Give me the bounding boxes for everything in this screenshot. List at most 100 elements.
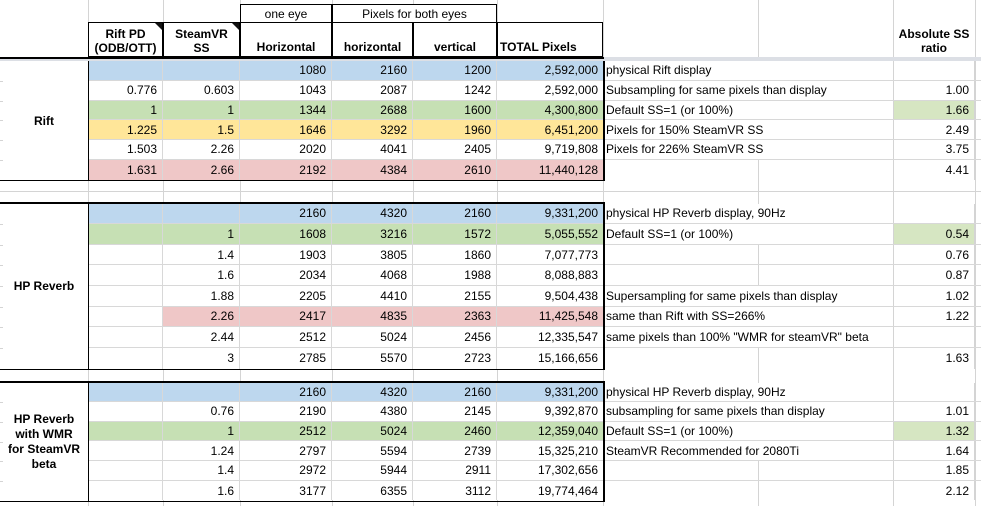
- cell-note[interactable]: [603, 244, 893, 265]
- cell-total[interactable]: 2,592,000: [497, 61, 603, 80]
- cell-vb[interactable]: 1572: [413, 224, 497, 244]
- cell-h1[interactable]: 2205: [240, 286, 332, 306]
- cell-note[interactable]: [603, 480, 893, 501]
- cell-total[interactable]: 11,440,128: [497, 159, 603, 180]
- cell-ss[interactable]: 1.24: [163, 441, 240, 461]
- cell-h1[interactable]: 3177: [240, 480, 332, 501]
- cell-vb[interactable]: 3112: [413, 480, 497, 501]
- cell-hb[interactable]: 5594: [332, 441, 413, 461]
- cell-pd[interactable]: [88, 461, 163, 480]
- cell-ss[interactable]: 1.6: [163, 480, 240, 501]
- cell-total[interactable]: 15,166,656: [497, 347, 603, 369]
- cell-total[interactable]: 9,392,870: [497, 402, 603, 421]
- cell-vb[interactable]: 2911: [413, 461, 497, 480]
- cell-total[interactable]: 6,451,200: [497, 120, 603, 139]
- cell-pd[interactable]: [88, 224, 163, 244]
- cell-ss[interactable]: 2.26: [163, 140, 240, 159]
- cell-hb[interactable]: 4320: [332, 203, 413, 224]
- cell-hb[interactable]: 4835: [332, 306, 413, 327]
- cell-pd[interactable]: [88, 61, 163, 80]
- cell-vb[interactable]: 2160: [413, 382, 497, 402]
- header-group-one-eye[interactable]: one eye: [240, 4, 332, 22]
- cell-vb[interactable]: 2460: [413, 421, 497, 441]
- cell-note[interactable]: Pixels for 150% SteamVR SS: [603, 120, 893, 139]
- cell-h1[interactable]: 2797: [240, 441, 332, 461]
- cell-ss[interactable]: 0.76: [163, 402, 240, 421]
- cell-hb[interactable]: 5570: [332, 347, 413, 369]
- cell-pd[interactable]: [88, 382, 163, 402]
- cell-ratio[interactable]: 1.64: [893, 441, 975, 461]
- cell-hb[interactable]: 5024: [332, 327, 413, 347]
- cell-total[interactable]: 7,077,773: [497, 244, 603, 265]
- cell-ss[interactable]: 2.66: [163, 159, 240, 180]
- cell-total[interactable]: 12,335,547: [497, 327, 603, 347]
- cell-hb[interactable]: 4384: [332, 159, 413, 180]
- cell-total[interactable]: 9,719,808: [497, 140, 603, 159]
- cell-hb[interactable]: 2688: [332, 100, 413, 120]
- cell-total[interactable]: 12,359,040: [497, 421, 603, 441]
- cell-pd[interactable]: [88, 480, 163, 501]
- cell-hb[interactable]: 3216: [332, 224, 413, 244]
- cell-ratio[interactable]: [893, 61, 975, 80]
- cell-h1[interactable]: 2034: [240, 265, 332, 285]
- cell-total[interactable]: 4,300,800: [497, 100, 603, 120]
- section-label[interactable]: Rift: [0, 61, 88, 181]
- header-cell-rift-pd[interactable]: Rift PD (ODB/OTT): [88, 22, 163, 57]
- cell-pd[interactable]: 1.631: [88, 159, 163, 180]
- cell-hb[interactable]: 4041: [332, 140, 413, 159]
- cell-ratio[interactable]: 3.75: [893, 140, 975, 159]
- cell-pd[interactable]: [88, 265, 163, 285]
- cell-vb[interactable]: 2363: [413, 306, 497, 327]
- cell-hb[interactable]: 5944: [332, 461, 413, 480]
- cell-note[interactable]: Subsampling for same pixels than display: [603, 80, 893, 100]
- cell-pd[interactable]: [88, 347, 163, 369]
- cell-vb[interactable]: 2610: [413, 159, 497, 180]
- header-cell-horizontal-both[interactable]: horizontal: [332, 22, 413, 57]
- cell-note[interactable]: Supersampling for same pixels than displ…: [603, 286, 893, 306]
- cell-h1[interactable]: 1903: [240, 244, 332, 265]
- cell-vb[interactable]: 1242: [413, 80, 497, 100]
- cell-h1[interactable]: 1344: [240, 100, 332, 120]
- cell-pd[interactable]: [88, 244, 163, 265]
- cell-vb[interactable]: 2155: [413, 286, 497, 306]
- cell-vb[interactable]: 1200: [413, 61, 497, 80]
- cell-pd[interactable]: 1.225: [88, 120, 163, 139]
- section-label[interactable]: HP Reverb with WMR for SteamVR beta: [0, 381, 88, 502]
- cell-hb[interactable]: 4068: [332, 265, 413, 285]
- cell-ratio[interactable]: 1.63: [893, 347, 975, 369]
- cell-note[interactable]: same than Rift with SS=266%: [603, 306, 893, 327]
- cell-h1[interactable]: 2192: [240, 159, 332, 180]
- cell-hb[interactable]: 2087: [332, 80, 413, 100]
- cell-total[interactable]: 19,774,464: [497, 480, 603, 501]
- cell-total[interactable]: 9,504,438: [497, 286, 603, 306]
- cell-total[interactable]: 9,331,200: [497, 203, 603, 224]
- cell-note[interactable]: SteamVR Recommended for 2080Ti: [603, 441, 893, 461]
- cell-hb[interactable]: 3805: [332, 244, 413, 265]
- cell-pd[interactable]: [88, 203, 163, 224]
- cell-ss[interactable]: 1.6: [163, 265, 240, 285]
- cell-h1[interactable]: 2417: [240, 306, 332, 327]
- cell-ss[interactable]: 1.4: [163, 461, 240, 480]
- section-label[interactable]: HP Reverb: [0, 202, 88, 370]
- cell-h1[interactable]: 1608: [240, 224, 332, 244]
- cell-h1[interactable]: 2160: [240, 203, 332, 224]
- header-cell-horizontal-one-eye[interactable]: Horizontal: [240, 22, 332, 57]
- cell-ratio[interactable]: 1.66: [893, 100, 975, 120]
- cell-ratio[interactable]: 1.32: [893, 421, 975, 441]
- header-group-both-eyes[interactable]: Pixels for both eyes: [332, 4, 497, 22]
- cell-ratio[interactable]: 0.54: [893, 224, 975, 244]
- cell-vb[interactable]: 1988: [413, 265, 497, 285]
- cell-pd[interactable]: [88, 306, 163, 327]
- cell-note[interactable]: physical Rift display: [603, 61, 893, 80]
- cell-note[interactable]: Default SS=1 (or 100%): [603, 100, 893, 120]
- cell-pd[interactable]: [88, 327, 163, 347]
- cell-note[interactable]: subsampling for same pixels than display: [603, 402, 893, 421]
- cell-h1[interactable]: 1080: [240, 61, 332, 80]
- cell-note[interactable]: Pixels for 226% SteamVR SS: [603, 140, 893, 159]
- cell-vb[interactable]: 1600: [413, 100, 497, 120]
- cell-ratio[interactable]: 1.00: [893, 80, 975, 100]
- cell-ratio[interactable]: [893, 382, 975, 402]
- cell-ratio[interactable]: 1.22: [893, 306, 975, 327]
- cell-note[interactable]: [603, 159, 893, 180]
- cell-pd[interactable]: [88, 402, 163, 421]
